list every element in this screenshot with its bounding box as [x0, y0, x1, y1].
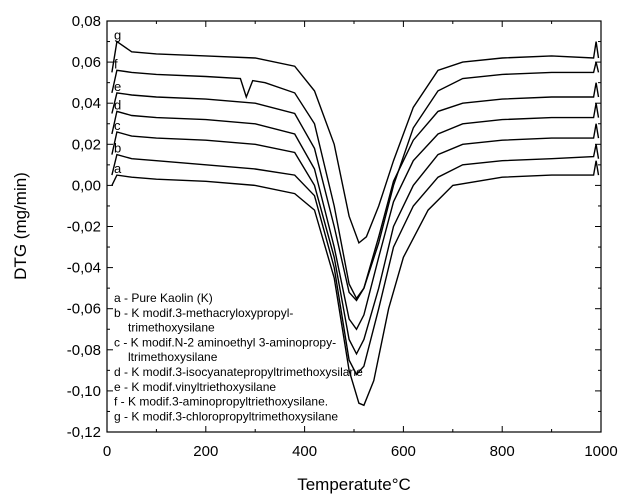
- curve-label-e: e: [114, 79, 121, 94]
- x-axis-title: Temperatute°C: [297, 475, 411, 494]
- y-tick-label: 0,08: [72, 13, 101, 30]
- x-tick-label: 800: [490, 443, 515, 460]
- x-tick-label: 1000: [584, 443, 617, 460]
- series-line-e: [111, 82, 600, 302]
- y-tick-label: 0,00: [72, 177, 101, 194]
- legend-line: a - Pure Kaolin (K): [114, 291, 213, 305]
- series-line-d: [111, 103, 600, 331]
- curve-label-g: g: [114, 28, 121, 43]
- series-line-g: [111, 40, 600, 245]
- y-tick-label: -0,10: [67, 383, 101, 400]
- series-line-b: [111, 144, 600, 376]
- legend-line: e - K modif.vinyltriethoxysilane: [114, 380, 276, 394]
- curve-label-c: c: [114, 118, 121, 133]
- curve-label-f: f: [114, 56, 118, 71]
- legend-line: c - K modif.N-2 aminoethyl 3-aminopropy-: [114, 335, 336, 349]
- legend-line: d - K modif.3-isocyanatepropyltrimethoxy…: [114, 365, 363, 379]
- series-line-a: [111, 160, 600, 407]
- series-line-c: [111, 123, 600, 356]
- x-tick-label: 200: [193, 443, 218, 460]
- y-tick-label: -0,08: [67, 342, 101, 359]
- legend-line: f - K modif.3-aminopropyltriethoxysilane…: [114, 395, 328, 409]
- legend-line: g - K modif.3-chloropropyltrimethoxysila…: [114, 409, 338, 423]
- series-lines: [111, 40, 600, 407]
- x-tick-label: 600: [391, 443, 416, 460]
- y-tick-label: -0,02: [67, 219, 101, 236]
- legend-line: trimethoxysilane: [128, 321, 215, 335]
- x-tick-label: 400: [292, 443, 317, 460]
- series-line-f: [111, 61, 600, 300]
- x-tick-label: 0: [103, 443, 111, 460]
- curve-label-d: d: [114, 97, 121, 112]
- y-tick-label: -0,06: [67, 301, 101, 318]
- curve-label-a: a: [114, 161, 122, 176]
- y-tick-label: 0,02: [72, 136, 101, 153]
- y-tick-label: 0,06: [72, 54, 101, 71]
- legend: a - Pure Kaolin (K)b - K modif.3-methacr…: [114, 291, 363, 423]
- curve-label-b: b: [114, 141, 121, 156]
- x-axis-ticks: 0 200 400 600 800 1000: [103, 21, 618, 460]
- y-axis-title: DTG (mg/min): [11, 172, 30, 280]
- y-tick-label: -0,04: [67, 260, 101, 277]
- y-axis-ticks: 0,08 0,06 0,04 0,02 0,00 -0,02 -0,04 -0,06 -0,08…: [67, 13, 601, 441]
- legend-line: b - K modif.3-methacryloxypropyl-: [114, 306, 293, 320]
- legend-line: ltrimethoxysilane: [128, 350, 218, 364]
- y-tick-label: -0,12: [67, 424, 101, 441]
- y-tick-label: 0,04: [72, 95, 101, 112]
